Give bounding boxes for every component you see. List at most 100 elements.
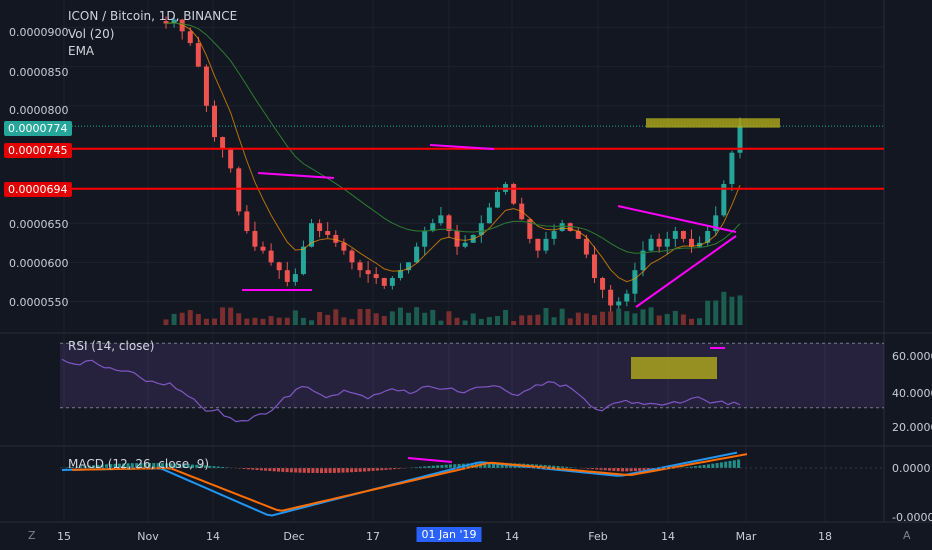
- macd-histogram-bar: [350, 468, 354, 473]
- macd-histogram-bar: [66, 467, 70, 468]
- macd-histogram-bar: [307, 468, 311, 473]
- macd-histogram-bar: [79, 466, 83, 468]
- volume-bar: [228, 307, 234, 325]
- volume-bar: [470, 313, 476, 325]
- candle-body: [163, 21, 169, 24]
- macd-histogram-bar: [646, 468, 650, 471]
- volume-bar: [454, 317, 460, 325]
- volume-bar: [575, 312, 581, 325]
- volume-bar: [389, 311, 395, 325]
- candle-body: [357, 262, 363, 271]
- ema-legend[interactable]: EMA: [68, 44, 95, 58]
- volume-bar: [511, 320, 517, 325]
- price-tick: 0.0000900: [9, 26, 69, 39]
- volume-bar: [373, 313, 379, 325]
- macd-histogram-bar: [380, 468, 384, 471]
- target-zone: [646, 118, 780, 128]
- volume-bar: [494, 316, 500, 325]
- candle-body: [567, 223, 573, 232]
- volume-bar: [325, 314, 331, 325]
- macd-histogram-bar: [363, 468, 366, 472]
- macd-histogram-bar: [608, 468, 612, 471]
- candle-body: [179, 19, 185, 32]
- macd-histogram-bar: [625, 468, 629, 472]
- macd-legend[interactable]: MACD (12, 26, close, 9): [68, 457, 210, 471]
- price-tick: 0.0000550: [9, 296, 69, 309]
- resistance-price-badge: 0.0000745: [4, 143, 72, 158]
- rsi-tick: 60.0000: [892, 350, 932, 363]
- candle-body: [260, 246, 266, 251]
- candle-body: [608, 289, 614, 306]
- volume-bar: [624, 311, 630, 325]
- macd-histogram-bar: [195, 464, 199, 468]
- macd-histogram-bar: [311, 468, 315, 473]
- macd-histogram-bar: [203, 465, 207, 468]
- candle-body: [705, 231, 711, 243]
- candle-body: [228, 148, 234, 169]
- macd-histogram-bar: [543, 465, 547, 468]
- last-price-badge: 0.0000774: [4, 121, 72, 136]
- macd-histogram-bar: [492, 463, 495, 468]
- time-tick: Nov: [137, 530, 159, 543]
- volume-bar: [414, 307, 420, 325]
- macd-tick: 0.0000: [892, 462, 931, 475]
- macd-trendline: [407, 457, 453, 463]
- macd-histogram-bar: [160, 463, 164, 468]
- macd-histogram-bar: [74, 466, 78, 468]
- macd-histogram-bar: [388, 468, 392, 470]
- macd-histogram-bar: [255, 468, 259, 471]
- time-tick: 15: [57, 530, 71, 543]
- rsi-tick: 40.0000: [892, 387, 932, 400]
- macd-histogram-bar: [496, 463, 500, 468]
- candle-body: [212, 105, 218, 138]
- macd-histogram-bar: [440, 465, 444, 468]
- time-tick: 14: [206, 530, 220, 543]
- volume-bar: [187, 310, 193, 325]
- candle-body: [511, 184, 517, 204]
- volume-bar: [648, 307, 654, 325]
- macd-histogram-bar: [70, 467, 74, 468]
- macd-histogram-bar: [586, 468, 590, 469]
- candle-body: [397, 270, 403, 279]
- candle-body: [624, 293, 630, 302]
- volume-legend[interactable]: Vol (20): [68, 27, 115, 41]
- rsi-tick: 20.0000: [892, 421, 932, 434]
- macd-histogram-bar: [113, 463, 117, 468]
- macd-histogram-bar: [500, 463, 504, 468]
- volume-bar: [535, 314, 541, 325]
- macd-histogram-bar: [216, 466, 220, 468]
- time-tick: 14: [661, 530, 675, 543]
- volume-bar: [567, 318, 573, 325]
- macd-histogram-bar: [375, 468, 379, 471]
- time-tick: 17: [366, 530, 380, 543]
- macd-histogram-bar: [732, 460, 736, 468]
- macd-histogram-bar: [552, 465, 556, 468]
- volume-bar: [591, 315, 597, 325]
- macd-histogram-bar: [358, 468, 362, 472]
- macd-histogram-bar: [384, 468, 388, 470]
- auto-scale-icon[interactable]: A: [903, 529, 911, 542]
- macd-histogram-bar: [294, 468, 298, 473]
- macd-histogram-bar: [285, 468, 289, 473]
- candle-body: [672, 231, 678, 239]
- symbol-title[interactable]: ICON / Bitcoin, 1D, BINANCE: [68, 9, 238, 23]
- macd-histogram-bar: [92, 465, 96, 468]
- macd-histogram-bar: [556, 466, 560, 468]
- volume-bar: [292, 310, 298, 325]
- trendline: [257, 172, 335, 179]
- candle-body: [381, 278, 387, 286]
- volume-bar: [381, 315, 387, 325]
- macd-histogram-bar: [148, 463, 151, 468]
- macd-histogram-bar: [393, 468, 397, 470]
- zoom-icon[interactable]: Z: [28, 529, 36, 542]
- macd-histogram-bar: [122, 463, 126, 468]
- volume-bar: [680, 314, 686, 325]
- candle-body: [292, 274, 298, 282]
- macd-histogram-bar: [221, 466, 225, 468]
- rsi-legend[interactable]: RSI (14, close): [68, 339, 155, 353]
- rsi-band: [60, 343, 884, 408]
- price-tick: 0.0000650: [9, 218, 69, 231]
- volume-bar: [171, 313, 177, 325]
- macd-histogram-bar: [199, 465, 203, 468]
